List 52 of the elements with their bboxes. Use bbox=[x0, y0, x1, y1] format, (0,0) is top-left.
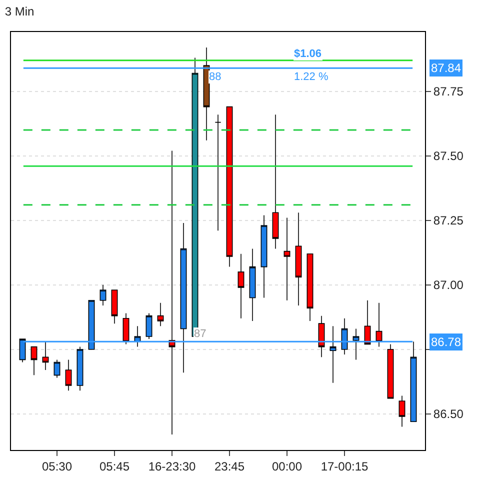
y-tick-label: 87.75 bbox=[433, 84, 464, 99]
candlestick bbox=[134, 326, 141, 348]
candlestick bbox=[238, 254, 244, 319]
candlestick bbox=[364, 300, 371, 345]
candlestick bbox=[100, 284, 106, 306]
candlestick bbox=[226, 106, 233, 268]
candlestick bbox=[318, 315, 325, 358]
candlestick bbox=[19, 338, 26, 363]
candlestick bbox=[88, 300, 95, 350]
candlestick bbox=[330, 326, 336, 384]
x-tick-label: 16-23:30 bbox=[148, 459, 196, 474]
ref-line-label: 86.78 bbox=[431, 335, 462, 349]
candlestick bbox=[76, 346, 84, 392]
candlestick bbox=[260, 214, 268, 298]
annotation: 1.22 % bbox=[294, 71, 328, 83]
y-tick-label: 87.00 bbox=[433, 278, 464, 292]
candlestick bbox=[272, 114, 279, 250]
y-tick-label: 87.50 bbox=[433, 149, 464, 164]
candlestick bbox=[65, 359, 72, 392]
y-tick-label: 87.25 bbox=[433, 214, 464, 228]
ref-line-label: 87.84 bbox=[431, 61, 462, 75]
annotation: 87 bbox=[194, 328, 206, 340]
candlestick bbox=[214, 114, 222, 232]
candlestick bbox=[146, 312, 152, 340]
x-tick-label: 05:30 bbox=[42, 459, 72, 474]
chart-title: 3 Min bbox=[4, 4, 34, 19]
candlestick bbox=[284, 217, 290, 301]
candlestick bbox=[157, 302, 164, 327]
candlestick bbox=[249, 248, 256, 322]
candlestick bbox=[387, 344, 394, 399]
candlestick bbox=[410, 341, 417, 422]
candlestick bbox=[306, 254, 314, 322]
annotation: 88 bbox=[209, 71, 222, 83]
candlestick bbox=[376, 302, 382, 348]
candlestick bbox=[295, 212, 302, 306]
candlestick bbox=[352, 328, 360, 360]
candlestick bbox=[341, 318, 348, 355]
y-tick-label: 86.50 bbox=[433, 407, 464, 422]
candlestick bbox=[398, 395, 406, 428]
candlestick bbox=[54, 359, 60, 378]
candlestick bbox=[30, 346, 38, 376]
candlestick bbox=[180, 222, 187, 373]
candlestick bbox=[42, 341, 49, 370]
candlestick bbox=[203, 47, 210, 141]
x-tick-label: 05:45 bbox=[99, 459, 130, 474]
x-tick-label: 00:00 bbox=[272, 459, 302, 474]
candlestick bbox=[122, 312, 130, 345]
candlestick bbox=[111, 290, 118, 324]
x-tick-label: 23:45 bbox=[214, 459, 245, 474]
annotation: $1.06 bbox=[294, 48, 322, 60]
x-tick-label: 17-00:15 bbox=[320, 459, 369, 474]
candlestick bbox=[168, 150, 176, 435]
